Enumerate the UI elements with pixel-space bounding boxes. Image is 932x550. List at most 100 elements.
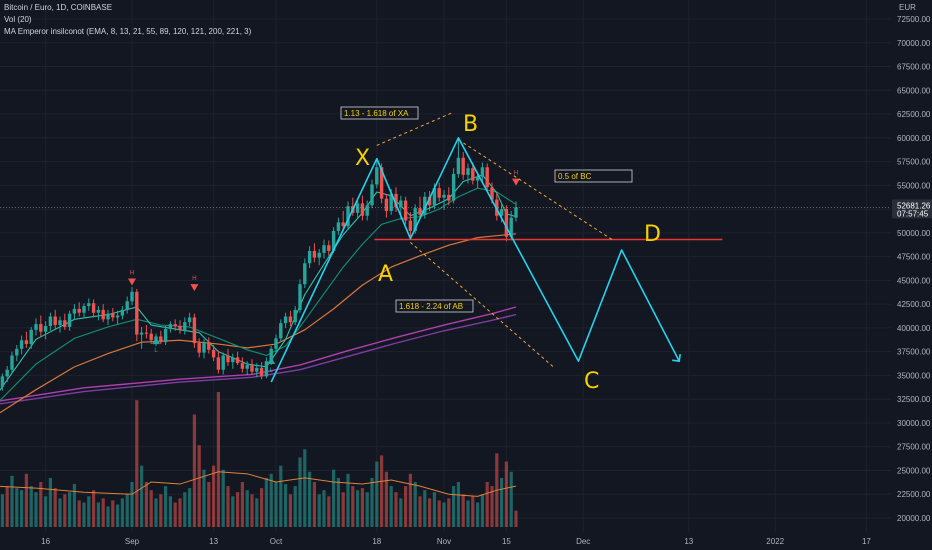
volume-bar: [188, 488, 192, 527]
volume-bar: [423, 490, 427, 527]
candle-body: [403, 200, 408, 221]
volume-bar: [308, 471, 312, 527]
candle-body: [504, 209, 509, 237]
candle-body: [53, 316, 57, 326]
volume-bar: [274, 482, 278, 527]
candle-body: [394, 193, 398, 208]
candle-body: [115, 315, 120, 318]
candle-body: [399, 200, 403, 208]
bar-countdown: 07:57:45: [897, 209, 929, 218]
candle-body: [231, 357, 235, 363]
volume-bar: [24, 473, 28, 527]
candle-body: [485, 167, 489, 188]
candle-body: [96, 309, 101, 313]
candle-body: [125, 301, 129, 310]
candle-body: [120, 309, 125, 316]
candle-body: [418, 208, 422, 215]
candle-body: [451, 173, 456, 201]
candle-body: [139, 332, 144, 335]
candle-body: [178, 326, 182, 330]
candle-body: [475, 176, 480, 181]
candle-body: [197, 343, 201, 353]
candle-body: [466, 168, 470, 175]
candle-body: [264, 361, 269, 377]
candle-body: [106, 313, 110, 320]
candle-body: [43, 326, 48, 332]
candle-body: [355, 203, 360, 213]
volume-bar: [394, 492, 398, 527]
price-tick-label: 70000.00: [897, 39, 931, 48]
volume-bar: [356, 490, 360, 527]
candle-body: [461, 157, 465, 175]
volume-bar: [442, 502, 446, 527]
volume-bar: [447, 498, 451, 527]
volume-bar: [351, 486, 355, 527]
candle-body: [317, 252, 321, 258]
volume-bar: [212, 465, 216, 527]
volume-bar: [116, 504, 120, 527]
volume-bar: [399, 498, 403, 527]
volume-bar: [288, 494, 292, 527]
price-tick-label: 20000.00: [897, 514, 931, 523]
price-tick-label: 65000.00: [897, 86, 931, 95]
candle-body: [322, 245, 326, 253]
volume-bar: [312, 482, 316, 527]
date-axis: 16Sep13Oct18Nov15Dec13202217Feb: [0, 532, 891, 550]
date-tick-label: 13: [684, 537, 693, 546]
volume-bar: [279, 465, 283, 527]
volume-bar: [221, 469, 225, 527]
candle-body: [379, 167, 384, 199]
legend-volume[interactable]: Vol (20): [4, 15, 32, 24]
candle-body: [221, 355, 225, 370]
volume-bar: [480, 494, 484, 527]
candle-body: [5, 369, 9, 377]
price-tick-label: 72500.00: [897, 15, 931, 24]
candle-body: [447, 194, 451, 201]
ema-fast-line: [0, 174, 517, 391]
volume-bar: [504, 461, 508, 527]
candle-body: [10, 355, 14, 370]
volume-bars: [0, 392, 518, 527]
volume-bar: [264, 477, 268, 527]
volume-bar: [332, 469, 336, 527]
legend-symbol[interactable]: Bitcoin / Euro, 1D, COINBASE: [4, 3, 113, 12]
date-tick-label: Nov: [437, 537, 451, 546]
date-tick-label: 18: [372, 537, 381, 546]
volume-bar: [226, 486, 230, 527]
currency-label: EUR: [899, 3, 916, 12]
candle-body: [24, 340, 29, 345]
price-tick-label: 62500.00: [897, 110, 931, 119]
candle-body: [226, 355, 230, 363]
volume-bar: [15, 488, 19, 527]
volume-bar: [178, 498, 182, 527]
date-tick-label: 13: [209, 537, 218, 546]
candle-body: [250, 364, 254, 372]
candle-body: [331, 230, 336, 251]
volume-bar: [384, 471, 388, 527]
candle-body: [202, 342, 206, 353]
point-c-label: C: [584, 369, 599, 394]
volume-bar: [168, 496, 172, 527]
candle-body: [499, 209, 504, 216]
last-price-value: 52681.26: [897, 201, 931, 210]
volume-bar: [53, 488, 57, 527]
volume-bar: [303, 449, 307, 527]
volume-bar: [207, 482, 211, 527]
candle-body: [29, 329, 33, 345]
volume-bar: [240, 482, 244, 527]
date-tick-label: 15: [502, 537, 511, 546]
candle-body: [336, 222, 341, 231]
volume-bar: [370, 477, 374, 527]
volume-bar: [293, 486, 297, 527]
harmonic-pattern-line[interactable]: [270, 137, 680, 383]
candle-body: [307, 250, 312, 264]
candle-body: [259, 367, 264, 377]
volume-bar: [327, 496, 331, 527]
candle-body: [168, 324, 173, 329]
volume-bar: [428, 498, 432, 527]
legend-moving-averages[interactable]: MA Emperor insilconot (EMA, 8, 13, 21, 5…: [4, 27, 252, 36]
ema-slow-line: [0, 233, 517, 414]
candle-body: [15, 348, 19, 356]
